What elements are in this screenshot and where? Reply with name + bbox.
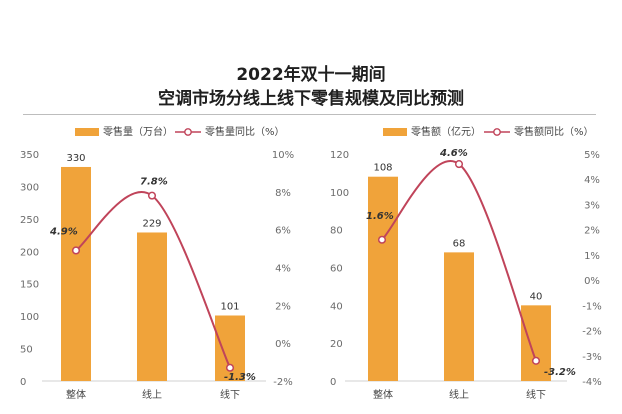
x-tick-label: 整体 [373,388,393,401]
right-axis-tick-label: 5% [584,150,600,161]
yoy-point [147,191,157,200]
right-axis-tick-label: 1% [584,251,600,262]
right-axis-tick-label: 6% [275,226,291,237]
bar [444,252,474,381]
left-axis-tick-label: 100 [20,312,39,323]
right-axis-tick-label: 0% [584,276,600,287]
yoy-value-label: 4.6% [439,148,468,159]
legend-swatch-bar [75,128,99,136]
legend-marker-line [184,128,192,136]
right-axis-tick-label: 4% [275,264,291,275]
x-tick-label: 线上 [449,388,469,401]
chart-title-line2: 空调市场分线上线下零售规模及同比预测 [158,89,464,109]
right-axis-tick-label: 3% [584,200,600,211]
yoy-point [531,356,541,365]
bar-value-label: 330 [66,153,85,164]
x-tick-label: 线下 [526,388,546,401]
right-axis-tick-label: -1% [582,301,601,312]
legend-label-bar: 零售额（亿元） [411,125,481,138]
bar-value-label: 68 [453,238,466,249]
left-axis-tick-label: 80 [330,226,343,237]
bar-value-label: 108 [373,163,392,174]
x-tick-label: 整体 [66,388,86,401]
bar [61,166,91,381]
yoy-value-label: 1.6% [366,211,394,222]
left-axis-tick-label: 150 [20,280,39,291]
x-tick-label: 线上 [142,388,162,401]
yoy-value-label: -3.2% [544,367,576,378]
bar-value-label: 229 [142,218,161,229]
yoy-point [71,246,81,255]
bar-value-label: 40 [530,291,543,302]
left-axis-tick-label: 120 [330,150,349,161]
legend-marker-line [493,128,501,136]
left-axis-tick-label: 0 [20,377,26,388]
left-axis-tick-label: 250 [20,215,39,226]
left-axis-tick-label: 300 [20,182,39,193]
bar [368,176,398,381]
yoy-point [225,363,235,372]
bar [137,232,167,381]
legend-swatch-bar [383,128,407,136]
yoy-value-label: 7.8% [140,177,168,188]
chart-title-line1: 2022年双十一期间 [236,65,386,85]
left-axis-tick-label: 350 [20,150,39,161]
right-axis-tick-label: -2% [273,377,292,388]
title-divider [23,114,596,115]
bar [521,305,551,381]
left-axis-tick-label: 0 [330,377,336,388]
right-axis-tick-label: 2% [275,301,291,312]
yoy-point [377,235,387,244]
legend-label-line: 零售额同比（%） [514,125,594,138]
left-axis-tick-label: 200 [20,247,39,258]
yoy-value-label: -1.3% [224,372,256,383]
left-axis-tick-label: 40 [330,301,343,312]
yoy-point [454,160,464,169]
yoy-value-label: 4.9% [49,226,78,237]
left-axis-tick-label: 50 [20,345,33,356]
right-axis-tick-label: -3% [582,352,601,363]
right-axis-tick-label: -4% [582,377,601,388]
x-tick-label: 线下 [220,388,240,401]
bar-value-label: 101 [220,301,239,312]
right-axis-tick-label: -2% [582,327,601,338]
left-axis-tick-label: 60 [330,264,343,275]
left-axis-tick-label: 20 [330,339,343,350]
right-axis-tick-label: 8% [275,188,291,199]
legend-label-bar: 零售量（万台） [103,125,173,138]
right-axis-tick-label: 2% [584,226,600,237]
legend-label-line: 零售量同比（%） [205,125,285,138]
left-axis-tick-label: 100 [330,188,349,199]
right-axis-tick-label: 4% [584,175,600,186]
right-axis-tick-label: 10% [272,150,294,161]
right-axis-tick-label: 0% [275,339,291,350]
